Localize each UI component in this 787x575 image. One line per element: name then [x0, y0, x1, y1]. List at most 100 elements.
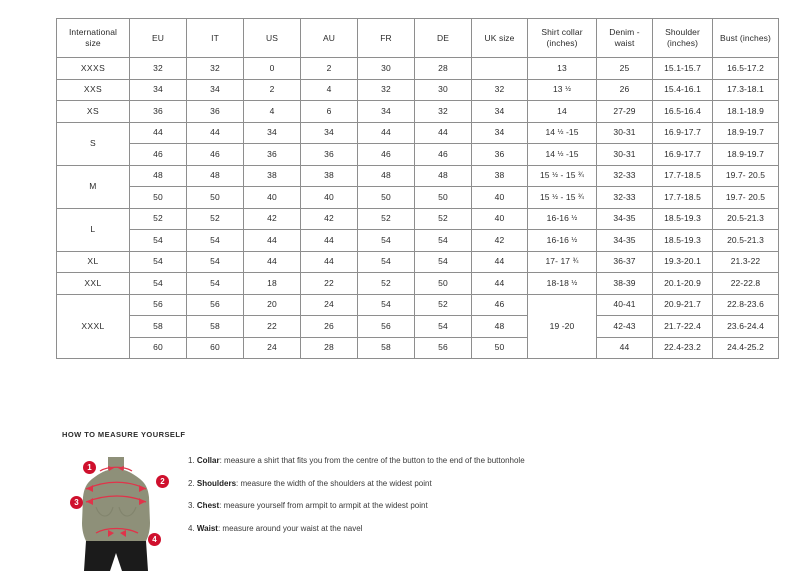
cell-eu: 32	[129, 57, 187, 80]
cell-au: 4	[300, 78, 358, 101]
table-row: XXS 34 34 2 4 32 30 32 13 ½ 26 15.4-16.1 17.3-18.1	[56, 78, 779, 101]
cell-eu: 60	[129, 336, 187, 359]
cell-au: 34	[300, 121, 358, 144]
instruction-term: Chest	[196, 501, 220, 510]
measure-instructions-list: 1. Collar: measure a shirt that fits you…	[174, 449, 525, 547]
column-header-it: IT	[186, 18, 244, 58]
table-row: L 52 52 42 42 52 52 40 16-16 ½ 34-35 18.5-19.3 20.5…	[56, 207, 779, 252]
collar-arrowhead-left	[118, 466, 124, 471]
cell-it: 58	[186, 315, 244, 338]
cell-au: 40	[300, 186, 358, 209]
table-row: XXXL 56 56 20 24 54 52 46 19 -20 40-41 20.9-21.7 22…	[56, 293, 779, 359]
measure-instruction-item: 4. Waist: measure around your waist at t…	[188, 523, 525, 533]
cell-shirt-collar: 13	[527, 57, 597, 80]
cell-denim-waist: 40-41	[596, 293, 653, 316]
cell-it: 54	[186, 250, 244, 273]
cell-bust: 22-22.8	[712, 272, 779, 295]
cell-denim-waist: 32-33	[596, 186, 653, 209]
torso-figure-svg	[82, 457, 150, 571]
cell-de: 54	[414, 250, 472, 273]
cell-us: 24	[243, 336, 301, 359]
cell-fr: 48	[357, 164, 415, 187]
cell-uk-size: 34	[471, 100, 528, 123]
cell-it: 44	[186, 121, 244, 144]
cell-denim-waist: 26	[596, 78, 653, 101]
cell-shoulder: 17.7-18.5	[652, 164, 713, 187]
cell-international-size: L	[56, 207, 130, 252]
table-row: M 48 48 38 38 48 48 38 15 ½ - 15 ¾ 32-33 17.7-18.5…	[56, 164, 779, 209]
cell-uk-size: 40	[471, 186, 528, 209]
table-row: 60 60 24 28 58 56 50 44 22.4-23.2 24.4-25.2	[57, 336, 779, 359]
cell-shirt-collar: 16-16 ½	[527, 207, 597, 230]
cell-denim-waist: 44	[596, 336, 653, 359]
instruction-term: Collar	[196, 456, 220, 465]
cell-au: 44	[300, 250, 358, 273]
arrow-heads	[87, 466, 145, 537]
cell-it: 60	[186, 336, 244, 359]
waist-arrow-line	[95, 527, 139, 534]
chest-arrowhead-right	[139, 498, 145, 505]
cell-de: 52	[414, 207, 472, 230]
cell-au: 42	[300, 207, 358, 230]
column-header-eu: EU	[129, 18, 187, 58]
column-header-shirt-collar: Shirt collar (inches)	[527, 18, 597, 58]
cell-denim-waist: 30-31	[596, 121, 653, 144]
cell-bust: 17.3-18.1	[712, 78, 779, 101]
cell-de: 50	[414, 186, 472, 209]
cell-us: 44	[243, 250, 301, 273]
cell-bust: 18.9-19.7	[712, 143, 779, 166]
cell-bust: 23.6-24.4	[712, 315, 779, 338]
cell-bust: 16.5-17.2	[712, 57, 779, 80]
cell-shoulder: 15.1-15.7	[652, 57, 713, 80]
table-row: 58 58 22 26 56 54 48 42-43 21.7-22.4 23.6-24.4	[57, 315, 779, 338]
cell-denim-waist: 25	[596, 57, 653, 80]
header-line-1: Shoulder	[665, 27, 700, 38]
cell-eu: 56	[129, 293, 187, 316]
table-row: XL 54 54 44 44 54 54 44 17- 17 ¾ 36-37 19.3-20.1 21…	[56, 250, 779, 273]
cell-eu: 52	[129, 207, 187, 230]
cell-denim-waist: 27-29	[596, 100, 653, 123]
table-row: XXXS 32 32 0 2 30 28 13 25 15.1-15.7 16.5-17.2	[56, 57, 779, 80]
cell-bust: 21.3-22	[712, 250, 779, 273]
cell-de: 46	[414, 143, 472, 166]
cell-de: 48	[414, 164, 472, 187]
cell-us: 34	[243, 121, 301, 144]
instruction-text: : measure around your waist at the navel	[217, 523, 363, 533]
cell-au: 26	[300, 315, 358, 338]
cell-eu: 48	[129, 164, 187, 187]
cell-de: 54	[414, 229, 472, 252]
cell-de: 54	[414, 315, 472, 338]
cell-fr: 54	[357, 229, 415, 252]
cell-us: 38	[243, 164, 301, 187]
cell-us: 2	[243, 78, 301, 101]
cell-shoulder: 18.5-19.3	[652, 229, 713, 252]
cell-shoulder: 19.3-20.1	[652, 250, 713, 273]
table-row: XXL 54 54 18 22 52 50 44 18-18 ½ 38-39 20.1-20.9 22…	[56, 272, 779, 295]
cell-shirt-collar: 14 ½ -15	[527, 143, 597, 166]
cell-international-size: S	[56, 121, 130, 166]
cell-shirt-collar: 13 ½	[527, 78, 597, 101]
marker-badge-2: 2	[156, 475, 169, 488]
cell-uk-size: 42	[471, 229, 528, 252]
cell-it: 32	[186, 57, 244, 80]
column-header-uk-size: UK size	[471, 18, 528, 58]
table-row: XS 36 36 4 6 34 32 34 14 27-29 16.5-16.4 18.1-18.9	[56, 100, 779, 123]
cell-denim-waist: 42-43	[596, 315, 653, 338]
cell-fr: 44	[357, 121, 415, 144]
instruction-term: Waist	[196, 523, 218, 533]
table-row: S 44 44 34 34 44 44 34 14 ½ -15 30-31 16.9-17.7 18.…	[56, 121, 779, 166]
marker-badge-3: 3	[70, 496, 83, 509]
cell-au: 6	[300, 100, 358, 123]
cell-fr: 52	[357, 272, 415, 295]
table-header-row: International size EU IT US AU FR DE UK …	[56, 18, 779, 58]
column-header-shoulder: Shoulder (inches)	[652, 18, 713, 58]
cell-eu: 36	[129, 100, 187, 123]
cell-bust: 22.8-23.6	[712, 293, 779, 316]
collar-arrowhead-right	[108, 466, 114, 471]
cell-it: 56	[186, 293, 244, 316]
cell-shirt-collar: 15 ½ - 15 ¾	[527, 186, 597, 209]
cell-uk-size: 48	[471, 315, 528, 338]
cell-uk-size: 46	[471, 293, 528, 316]
cell-eu: 54	[129, 229, 187, 252]
cell-denim-waist: 38-39	[596, 272, 653, 295]
